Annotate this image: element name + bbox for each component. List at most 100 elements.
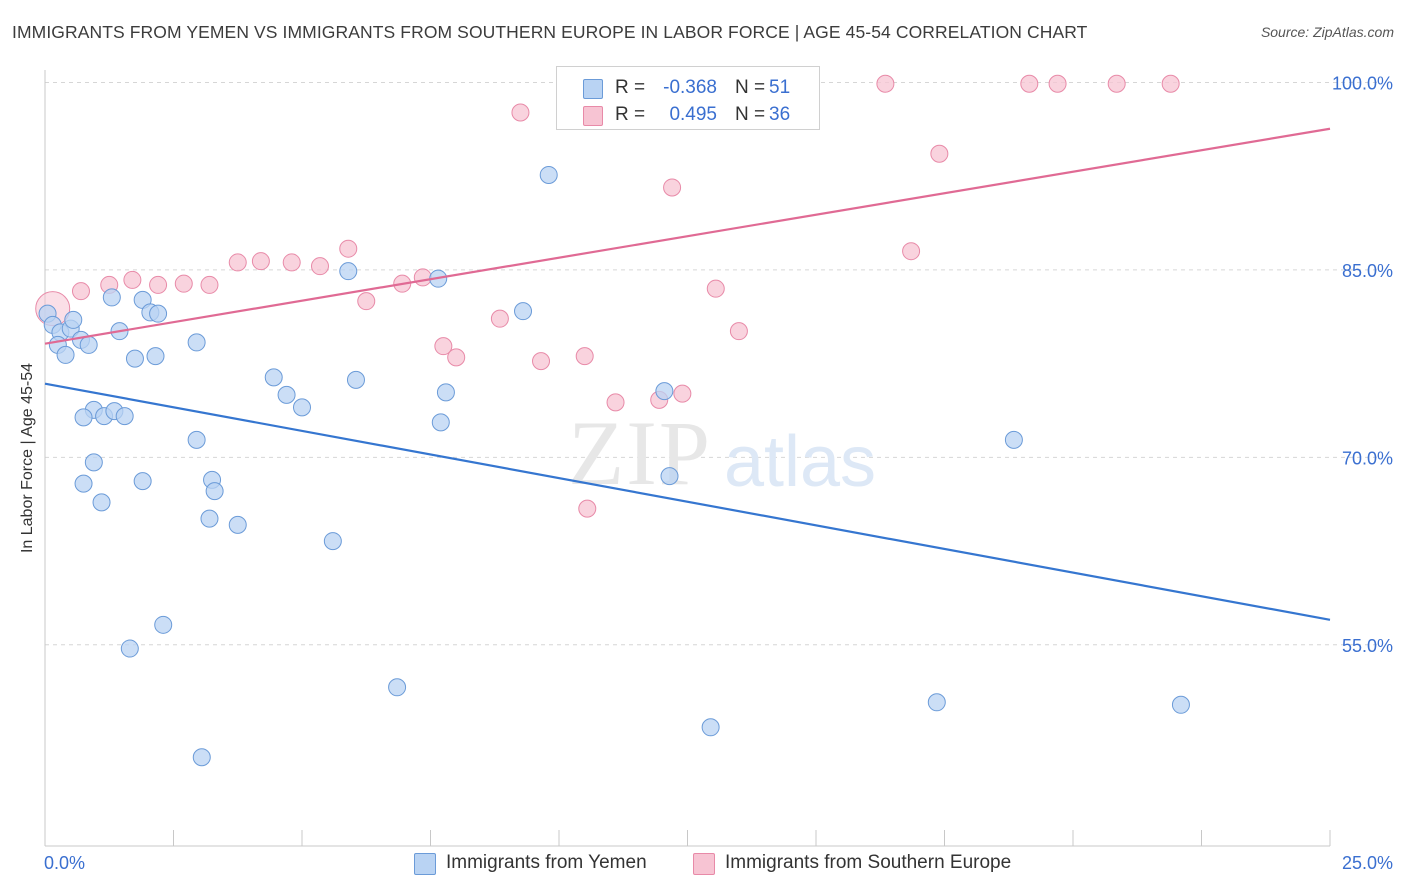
r-value: 0.495 <box>669 104 717 125</box>
southern-europe-point <box>251 252 270 271</box>
n-value: 36 <box>769 104 791 125</box>
yemen-point <box>1171 695 1190 714</box>
southern-europe-point <box>1161 74 1180 93</box>
southern-europe-point <box>729 322 748 341</box>
southern-europe-point <box>532 352 551 371</box>
yemen-point <box>92 493 111 512</box>
yemen-point <box>154 615 173 634</box>
southern-europe-point <box>310 257 329 276</box>
southern-europe-point <box>575 347 594 366</box>
y-tick-label: 55.0% <box>1342 636 1393 656</box>
southern-europe-point <box>447 348 466 367</box>
n-value: 51 <box>769 77 791 98</box>
watermark-zip: ZIP <box>568 402 712 504</box>
watermark: ZIP atlas <box>568 402 876 504</box>
legend-row-yemen: R = -0.368 N = 51 <box>557 75 819 101</box>
southern-europe-point <box>578 499 597 518</box>
chart-title: IMMIGRANTS FROM YEMEN VS IMMIGRANTS FROM… <box>12 22 1088 42</box>
southern-europe-point <box>511 103 530 122</box>
yemen-point <box>514 302 533 321</box>
yemen-point <box>323 532 342 551</box>
axes <box>44 70 1331 847</box>
r-value: -0.368 <box>663 77 717 98</box>
legend-swatch-pink <box>583 106 603 126</box>
y-tick-label: 100.0% <box>1332 73 1393 93</box>
yemen-point <box>1004 430 1023 449</box>
yemen-point <box>293 398 311 417</box>
legend-row-southern-europe: R = 0.495 N = 36 <box>557 102 819 128</box>
tick-labels: 55.0% 70.0% 85.0% 100.0% 0.0% 25.0% <box>44 73 1393 873</box>
yemen-point <box>74 474 93 493</box>
yemen-point <box>339 262 358 281</box>
southern-europe-point <box>876 74 895 93</box>
southern-europe-point <box>71 282 90 301</box>
legend-swatch-blue <box>583 79 603 99</box>
yemen-point <box>264 368 283 387</box>
southern-europe-trend-line <box>44 127 1331 345</box>
legend-swatch-blue <box>414 853 436 875</box>
r-label: R = <box>615 77 646 98</box>
yemen-point <box>539 165 558 184</box>
southern-europe-point <box>282 253 301 272</box>
series-yemen-points <box>38 165 1190 767</box>
yemen-point <box>277 385 296 404</box>
southern-europe-point <box>228 253 247 272</box>
yemen-point <box>102 288 121 307</box>
yemen-point <box>192 748 211 767</box>
yemen-point <box>64 310 83 329</box>
n-label: N = <box>735 104 766 125</box>
source-label: Source: ZipAtlas.com <box>1260 24 1394 40</box>
southern-europe-point <box>339 239 358 258</box>
yemen-point <box>149 304 168 323</box>
southern-europe-point <box>1020 74 1039 93</box>
yemen-point <box>200 509 219 528</box>
yemen-point <box>431 413 450 432</box>
yemen-point <box>346 370 365 389</box>
southern-europe-point <box>200 275 219 294</box>
legend-label-southern-europe: Immigrants from Southern Europe <box>725 852 1012 873</box>
x-tick-label-min: 0.0% <box>44 853 85 873</box>
legend-swatch-pink <box>693 853 715 875</box>
southern-europe-point <box>149 275 168 294</box>
yemen-point <box>187 430 206 449</box>
southern-europe-point <box>706 279 725 298</box>
yemen-point <box>660 467 679 486</box>
southern-europe-point <box>357 292 376 311</box>
trend-lines <box>44 127 1331 621</box>
yemen-point <box>388 678 407 697</box>
y-tick-label: 85.0% <box>1342 261 1393 281</box>
correlation-legend: R = -0.368 N = 51 R = 0.495 N = 36 <box>556 66 820 130</box>
southern-europe-point <box>930 144 949 163</box>
yemen-point <box>115 407 134 426</box>
yemen-point <box>187 333 206 352</box>
southern-europe-point <box>663 178 682 197</box>
yemen-point <box>146 347 165 366</box>
yemen-point <box>125 349 144 368</box>
y-tick-label: 70.0% <box>1342 448 1393 468</box>
southern-europe-point <box>490 309 509 328</box>
yemen-point <box>74 408 93 427</box>
southern-europe-point <box>902 242 921 261</box>
southern-europe-point <box>1107 74 1126 93</box>
yemen-point <box>205 482 224 501</box>
series-legend: Immigrants from Yemen Immigrants from So… <box>0 852 1406 878</box>
yemen-point <box>436 383 455 402</box>
y-axis-label: In Labor Force | Age 45-54 <box>19 362 36 554</box>
southern-europe-point <box>413 268 432 287</box>
n-label: N = <box>735 77 766 98</box>
yemen-point <box>120 639 139 658</box>
southern-europe-point <box>673 384 692 403</box>
southern-europe-point <box>123 270 142 289</box>
yemen-point <box>84 453 103 472</box>
yemen-trend-line <box>44 382 1331 621</box>
r-label: R = <box>615 104 646 125</box>
yemen-point <box>79 335 98 354</box>
yemen-point <box>56 345 75 364</box>
yemen-point <box>228 515 247 534</box>
yemen-point <box>655 382 674 401</box>
gridlines <box>45 81 1380 646</box>
yemen-point <box>701 718 720 737</box>
watermark-atlas: atlas <box>724 422 876 502</box>
southern-europe-point <box>434 337 453 356</box>
